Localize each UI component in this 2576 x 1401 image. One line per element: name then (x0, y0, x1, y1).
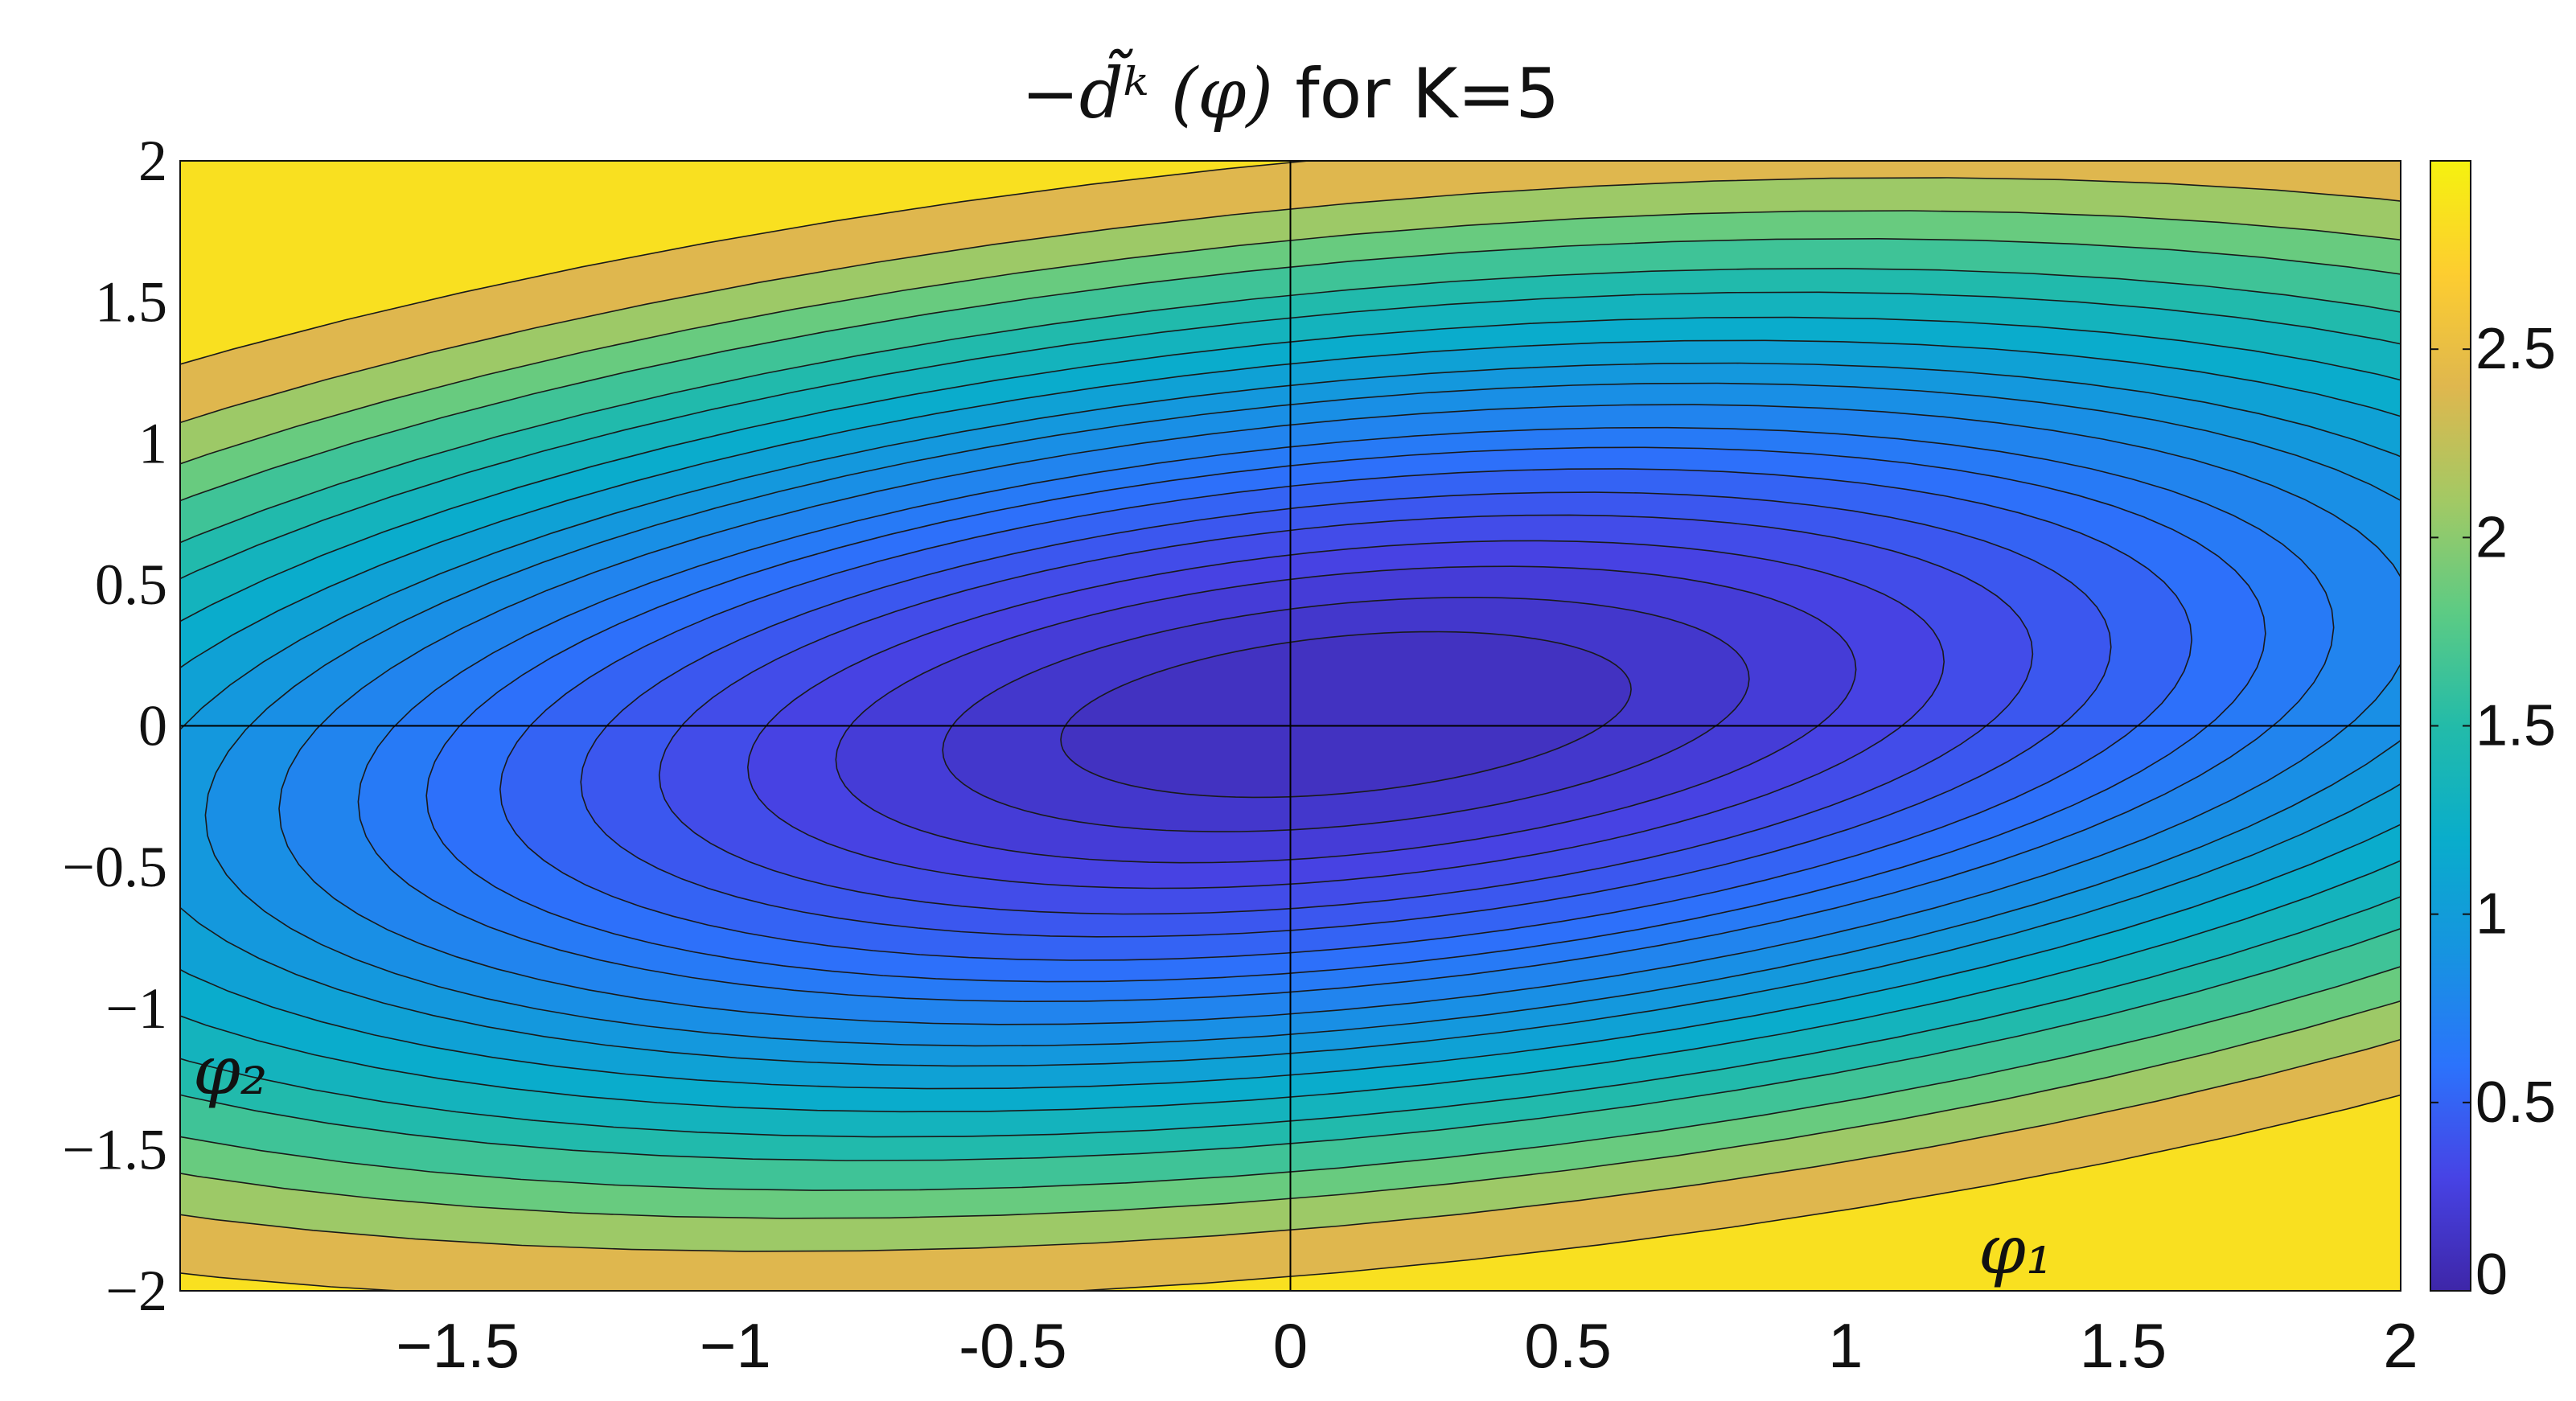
x-axis-ticks: −1.5 −1 -0.5 0 0.5 1 1.5 2 (396, 1310, 2418, 1381)
contour-line (180, 268, 2401, 1161)
colorbar-tick-label: 0 (2475, 1243, 2508, 1307)
contour-line (746, 540, 1945, 889)
y-tick-label: −1 (105, 976, 167, 1041)
y-axis-ticks: 2 1.5 1 0.5 0 −0.5 −1 −1.5 −2 (62, 129, 167, 1323)
phi1-annotation: φ₁ (1978, 1210, 2053, 1289)
contour-line (180, 291, 2401, 1138)
plot-frame (179, 160, 2401, 1292)
plot-area (180, 161, 2401, 1291)
contour-line (278, 404, 2401, 1025)
y-tick-label: −1.5 (62, 1117, 167, 1181)
contour-line (658, 514, 2034, 915)
colorbar-ticks: 0 0.5 1 1.5 2 2.5 (2430, 317, 2556, 1307)
y-tick-label: 1 (138, 411, 167, 475)
y-tick-label: 0 (138, 694, 167, 758)
y-tick-label: −2 (105, 1259, 167, 1323)
x-tick-label: −1 (700, 1310, 771, 1381)
contour-lines (180, 161, 2401, 1291)
contour-line (204, 382, 2401, 1047)
contour-line (180, 237, 2401, 1191)
x-tick-label: 0 (1273, 1310, 1308, 1381)
contour-line (357, 426, 2335, 1003)
contour-fills (180, 161, 2401, 1291)
y-tick-label: 2 (138, 129, 167, 193)
colorbar-tick-label: 1.5 (2475, 694, 2556, 758)
colorbar-tick-label: 2.5 (2475, 317, 2556, 381)
x-tick-label: 1 (1828, 1310, 1863, 1381)
contour-line (180, 362, 2401, 1067)
x-tick-label: 2 (2383, 1310, 2418, 1381)
contour-line (180, 339, 2401, 1090)
contour-line (942, 596, 1750, 832)
contour-line (580, 491, 2112, 938)
y-tick-label: 0.5 (95, 553, 167, 617)
colorbar-tick-label: 1 (2475, 882, 2508, 947)
x-tick-label: -0.5 (959, 1310, 1066, 1381)
contour-line (180, 210, 2401, 1219)
y-tick-label: 1.5 (95, 270, 167, 335)
contour-line (180, 177, 2401, 1252)
x-tick-label: 0.5 (1524, 1310, 1611, 1381)
colorbar-tick-label: 2 (2475, 505, 2508, 569)
contour-band (1061, 631, 1632, 798)
phi2-annotation: φ₂ (193, 1031, 268, 1110)
x-tick-label: 1.5 (2080, 1310, 2167, 1381)
chart-title: −d̃ᵏ (φ) for K=5 (1021, 48, 1559, 134)
colorbar-tick-label: 0.5 (2475, 1070, 2556, 1135)
contour-line (425, 446, 2266, 983)
contour-line (835, 565, 1857, 864)
contour-line (499, 468, 2193, 961)
y-tick-label: −0.5 (62, 835, 167, 899)
contour-line (180, 316, 2401, 1113)
x-tick-label: −1.5 (396, 1310, 520, 1381)
contour-line (1060, 631, 1632, 799)
